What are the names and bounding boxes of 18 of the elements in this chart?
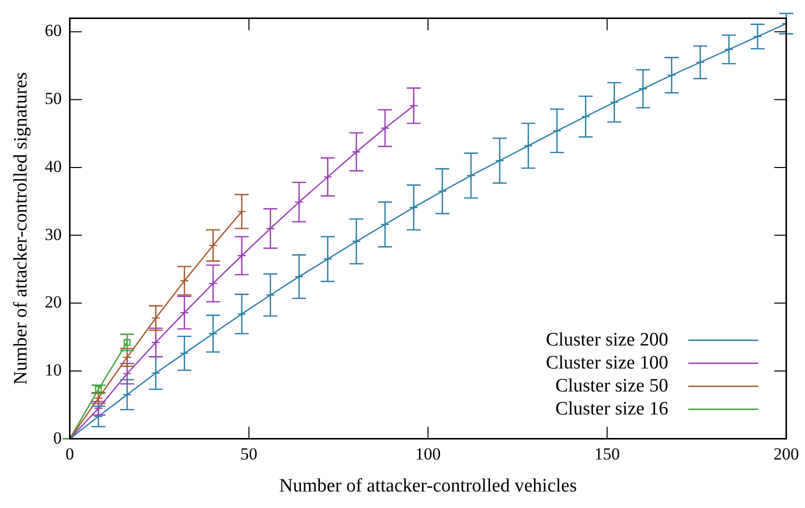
legend-label: Cluster size 16 xyxy=(555,398,668,420)
y-axis-title: Number of attacker-controlled signatures xyxy=(10,72,32,385)
x-tick-label: 100 xyxy=(415,444,441,464)
legend-label: Cluster size 100 xyxy=(546,352,668,374)
y-tick-label: 20 xyxy=(44,292,62,312)
y-tick-label: 50 xyxy=(44,89,62,108)
y-tick-label: 40 xyxy=(44,156,62,176)
y-tick-label: 30 xyxy=(44,224,62,244)
legend-label: Cluster size 50 xyxy=(555,375,668,396)
y-tick-label: 10 xyxy=(44,360,62,380)
x-tick-label: 200 xyxy=(774,444,799,464)
x-tick-label: 150 xyxy=(594,444,620,464)
x-tick-label: 50 xyxy=(240,444,258,464)
y-tick-label: 0 xyxy=(53,428,62,448)
x-axis-title: Number of attacker-controlled vehicles xyxy=(279,476,577,497)
x-tick-label: 0 xyxy=(66,444,74,464)
y-tick-label: 60 xyxy=(44,21,62,40)
legend-label: Cluster size 200 xyxy=(546,329,668,350)
